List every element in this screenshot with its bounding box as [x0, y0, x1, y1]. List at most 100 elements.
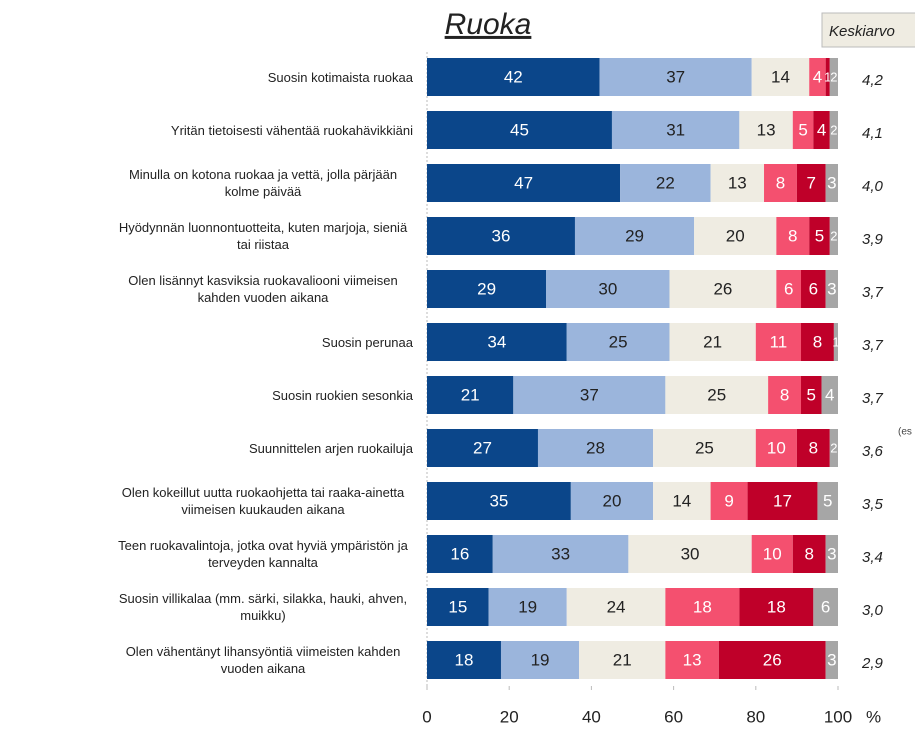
x-unit: % [866, 707, 881, 726]
bar-segment [792, 111, 814, 149]
data-label: 2 [830, 122, 837, 137]
data-label: 13 [683, 650, 702, 669]
category-text: Yritän tietoisesti vähentää ruokahävikki… [170, 122, 413, 138]
bar-segment [427, 641, 501, 679]
data-label: 3 [827, 544, 836, 563]
x-tick-label: 100 [824, 707, 852, 726]
bar-segment [796, 429, 830, 467]
data-label: 10 [767, 438, 786, 457]
bar-segment [776, 217, 810, 255]
data-label: 28 [586, 438, 605, 457]
data-label: 19 [518, 597, 537, 616]
bar-segment [710, 482, 748, 520]
bar-segment [427, 164, 621, 202]
average-label: 4,1 [862, 125, 883, 142]
data-label: 26 [713, 279, 732, 298]
bar-segment [427, 482, 571, 520]
bar-segment [570, 482, 654, 520]
data-label: 14 [672, 491, 691, 510]
data-label: 37 [666, 67, 685, 86]
data-label: 31 [666, 120, 685, 139]
average-label: 3,9 [862, 231, 884, 248]
bar-segment [825, 270, 838, 308]
bar-segment [801, 270, 826, 308]
bar-segment [817, 482, 838, 520]
bar-segment [665, 641, 719, 679]
category-text: Olen kokeillut uutta ruokaohjetta tai ra… [121, 485, 405, 517]
data-label: 3 [827, 173, 836, 192]
data-label: 18 [455, 650, 474, 669]
average-label: 3,7 [862, 390, 884, 407]
bar-segment [809, 58, 826, 96]
bar-segment [825, 535, 838, 573]
data-label: 4 [825, 385, 834, 404]
category-label: Teen ruokavalintoja, jotka ovat hyviä ym… [113, 529, 413, 579]
category-text: Suosin ruokien sesonkia [272, 387, 413, 403]
category-text: Olen vähentänyt lihansyöntiä viimeisten … [125, 644, 401, 676]
data-label: 30 [681, 544, 700, 563]
bar-segment [751, 535, 793, 573]
bar-segment [829, 217, 838, 255]
data-label: 5 [823, 491, 832, 510]
data-label: 2 [830, 440, 837, 455]
bar-segment [669, 323, 756, 361]
data-label: 45 [510, 120, 529, 139]
bar-segment [739, 111, 793, 149]
data-label: 13 [728, 173, 747, 192]
data-label: 36 [492, 226, 511, 245]
average-header-box [821, 12, 915, 48]
category-label: Suosin perunaa [322, 317, 413, 367]
category-label: Yritän tietoisesti vähentää ruokahävikki… [171, 105, 413, 155]
data-label: 25 [695, 438, 714, 457]
bar-segment [611, 111, 740, 149]
data-label: 5 [815, 226, 824, 245]
bar-segment [796, 164, 826, 202]
data-label: 35 [489, 491, 508, 510]
bar-segment [739, 588, 814, 626]
chart-title: Ruoka [445, 8, 532, 41]
data-label: 1 [832, 334, 839, 349]
data-label: 18 [693, 597, 712, 616]
data-label: 24 [607, 597, 626, 616]
bar-segment [427, 429, 538, 467]
bar-segment [566, 323, 670, 361]
bar-segment [669, 270, 777, 308]
data-label: 6 [809, 279, 818, 298]
category-label: Suosin ruokien sesonkia [272, 370, 413, 420]
average-label: 3,5 [862, 496, 884, 513]
category-text: Minulla on kotona ruokaa ja vettä, jolla… [128, 167, 398, 199]
data-label: 19 [531, 650, 550, 669]
bar-segment [427, 111, 612, 149]
bar-segment [427, 376, 514, 414]
data-label: 10 [763, 544, 782, 563]
bar-segment [500, 641, 580, 679]
bar-segment [574, 217, 695, 255]
average-label: 3,0 [862, 602, 884, 619]
category-label: Suosin kotimaista ruokaa [268, 52, 413, 102]
bar-segment [513, 376, 666, 414]
bar-segment [427, 588, 489, 626]
data-label: 3 [827, 279, 836, 298]
data-label: 27 [473, 438, 492, 457]
bar-segment [825, 164, 838, 202]
bar-segment [825, 58, 830, 96]
bar-segment [801, 323, 834, 361]
data-label: 21 [613, 650, 632, 669]
x-tick-label: 0 [422, 707, 431, 726]
data-label: 5 [807, 385, 816, 404]
category-label: Suosin villikalaa (mm. särki, silakka, h… [113, 582, 413, 632]
data-label: 13 [757, 120, 776, 139]
data-label: 42 [504, 67, 523, 86]
average-label: 3,7 [862, 284, 884, 301]
average-header: Keskiarvo [829, 23, 895, 40]
data-label: 33 [551, 544, 570, 563]
average-label: 4,2 [862, 72, 884, 89]
x-tick-label: 20 [500, 707, 519, 726]
bar-segment [755, 323, 802, 361]
category-text: Teen ruokavalintoja, jotka ovat hyviä ym… [118, 538, 408, 570]
bar-segment [694, 217, 777, 255]
category-text: Suosin kotimaista ruokaa [267, 69, 413, 85]
bar-segment [427, 270, 547, 308]
data-label: 7 [807, 173, 816, 192]
